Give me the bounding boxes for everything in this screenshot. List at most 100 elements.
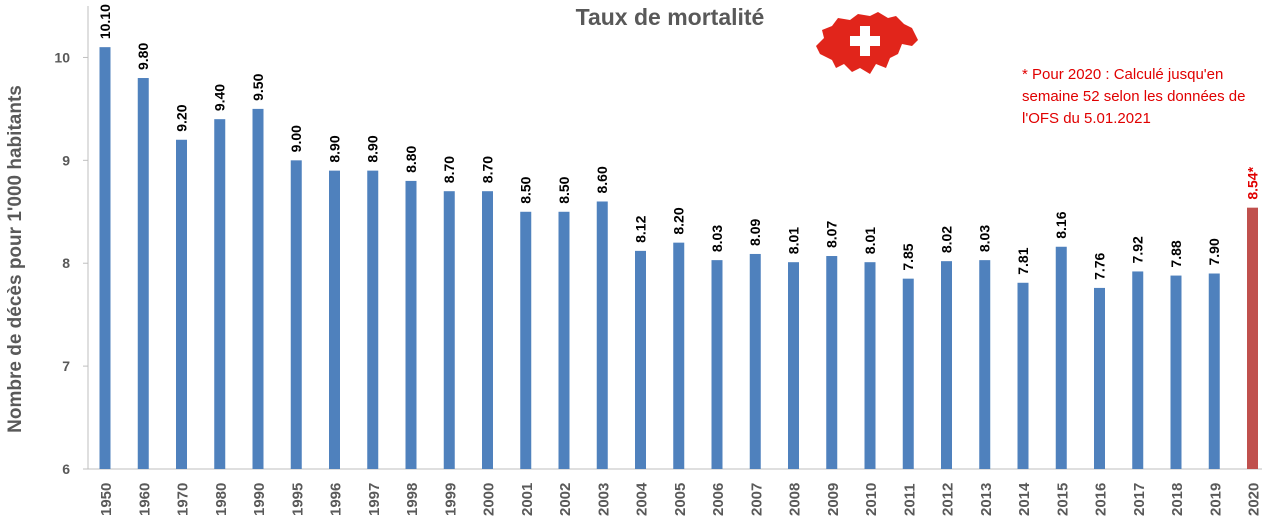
x-tick-label: 2014	[1016, 482, 1033, 516]
x-tick-label: 1990	[251, 483, 268, 516]
data-label: 8.54*	[1245, 166, 1261, 199]
data-label: 8.16	[1053, 211, 1069, 238]
bar	[673, 242, 685, 469]
bar	[558, 211, 570, 469]
data-label: 8.60	[594, 166, 610, 193]
bar	[252, 108, 264, 469]
data-label: 8.03	[977, 225, 993, 252]
bar	[1170, 275, 1182, 469]
data-label: 8.50	[518, 176, 534, 203]
bar	[749, 253, 761, 469]
data-label: 9.50	[250, 73, 266, 100]
bar	[1055, 246, 1067, 469]
x-tick-label: 2010	[863, 483, 880, 516]
y-axis-label: Nombre de décès pour 1'000 habitants	[5, 85, 26, 433]
data-label: 9.00	[288, 125, 304, 152]
x-tick-label: 2007	[748, 483, 765, 516]
data-label: 8.70	[480, 156, 496, 183]
bar	[1208, 273, 1220, 469]
data-label: 8.01	[786, 227, 802, 254]
bar	[864, 262, 876, 469]
x-tick-label: 1970	[175, 483, 192, 516]
bar	[367, 170, 379, 469]
bar	[941, 261, 952, 469]
data-label: 7.81	[1015, 247, 1031, 274]
data-label: 9.40	[212, 84, 228, 111]
bar	[176, 139, 187, 469]
bar	[482, 191, 493, 469]
bar	[902, 278, 914, 469]
x-ticks: 1950 1960 1970 1980 1990 1995 1996 1997 1998 1999…	[98, 482, 1263, 516]
data-label: 7.76	[1092, 252, 1108, 279]
data-label: 8.01	[862, 227, 878, 254]
x-tick-label: 1995	[289, 483, 306, 516]
data-label: 10.10	[97, 4, 113, 39]
data-label: 8.90	[327, 135, 343, 162]
bar	[711, 260, 723, 469]
y-tick-label: 8	[62, 255, 70, 271]
x-tick-label: 1960	[136, 483, 153, 516]
bar	[520, 211, 532, 469]
data-label: 8.50	[556, 176, 572, 203]
bar	[1094, 287, 1105, 469]
data-label: 8.12	[633, 215, 649, 242]
bar	[788, 262, 799, 469]
data-label: 8.03	[709, 225, 725, 252]
bar	[214, 119, 226, 469]
data-label: 8.20	[671, 207, 687, 234]
x-tick-label: 1999	[442, 483, 459, 516]
x-tick-label: 2019	[1207, 483, 1224, 516]
x-tick-label: 2011	[901, 483, 918, 516]
data-label: 8.70	[441, 156, 457, 183]
bar	[99, 47, 111, 470]
x-tick-label: 2003	[595, 483, 612, 516]
bar	[290, 160, 302, 470]
bar	[137, 78, 149, 470]
x-tick-label: 2020	[1246, 483, 1263, 516]
x-tick-label: 2012	[940, 483, 957, 516]
data-label: 9.80	[135, 43, 151, 70]
bar	[443, 191, 455, 469]
x-tick-label: 2006	[710, 483, 727, 516]
x-tick-label: 2008	[787, 483, 804, 516]
data-label: 9.20	[174, 104, 190, 131]
data-label: 7.92	[1130, 236, 1146, 263]
data-label: 7.85	[900, 243, 916, 270]
x-tick-label: 1996	[328, 483, 345, 516]
chart-title: Taux de mortalité	[575, 4, 765, 30]
data-labels: 10.10 9.80 9.20 9.40 9.50 9.00 8.90 8.90 8.80 8.7…	[97, 4, 1261, 280]
y-ticks: 6 7 8 9 10	[54, 49, 88, 477]
x-tick-label: 1997	[366, 483, 383, 516]
x-tick-label: 2016	[1093, 483, 1110, 516]
bars	[99, 47, 1258, 470]
x-tick-label: 2002	[557, 483, 574, 516]
data-label: 8.07	[824, 221, 840, 248]
data-label: 8.02	[939, 226, 955, 253]
bar	[1247, 207, 1258, 469]
x-tick-label: 2015	[1054, 483, 1071, 516]
data-label: 8.09	[747, 219, 763, 246]
bar	[1132, 271, 1144, 469]
bar	[405, 180, 417, 469]
x-tick-label: 1980	[213, 483, 230, 516]
data-label: 7.88	[1168, 240, 1184, 267]
bar	[979, 260, 991, 469]
bar	[826, 256, 838, 469]
y-tick-label: 7	[62, 358, 70, 374]
bar	[329, 170, 340, 469]
footnote: * Pour 2020 : Calculé jusqu'en semaine 5…	[1022, 66, 1246, 127]
data-label: 8.80	[403, 145, 419, 172]
data-label: 8.90	[365, 135, 381, 162]
x-tick-label: 2001	[519, 483, 536, 516]
x-tick-label: 2013	[978, 483, 995, 516]
x-tick-label: 2004	[634, 482, 651, 516]
swiss-flag-map-icon	[816, 12, 918, 74]
x-tick-label: 2000	[481, 483, 498, 516]
data-label: 7.90	[1206, 238, 1222, 265]
x-tick-label: 1998	[404, 483, 421, 516]
y-tick-label: 6	[62, 461, 70, 477]
bar	[635, 250, 646, 469]
x-tick-label: 1950	[98, 483, 115, 516]
x-tick-label: 2005	[672, 483, 689, 516]
